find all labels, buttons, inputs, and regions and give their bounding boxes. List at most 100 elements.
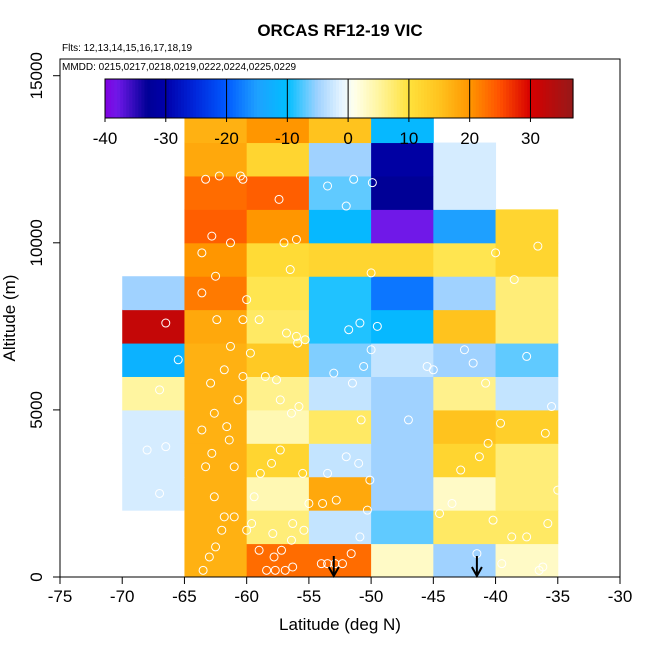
heatmap-cell xyxy=(433,142,497,177)
x-tick-label: -70 xyxy=(110,587,135,606)
colorbar-segment xyxy=(238,79,243,118)
x-tick-label: -50 xyxy=(359,587,384,606)
sample-point xyxy=(330,559,340,569)
colorbar-segment xyxy=(308,79,313,118)
heatmap-cell xyxy=(371,376,434,411)
colorbar-segment xyxy=(484,79,489,118)
heatmap-cell xyxy=(495,276,559,311)
colorbar-segment xyxy=(342,79,346,118)
colorbar-segment xyxy=(250,79,255,118)
colorbar-segment xyxy=(448,79,453,118)
heatmap-cell xyxy=(371,409,434,444)
x-tick-label: -55 xyxy=(297,587,322,606)
sample-point xyxy=(275,445,285,455)
heatmap-cell xyxy=(495,209,559,244)
colorbar-segment xyxy=(153,79,158,118)
colorbar-segment xyxy=(475,79,480,118)
heatmap-cell xyxy=(246,309,310,344)
colorbar-segment xyxy=(253,79,258,118)
sample-point xyxy=(219,365,229,375)
heatmap-cell xyxy=(184,376,248,411)
colorbar-segment xyxy=(536,79,541,118)
colorbar-segment xyxy=(235,79,240,118)
colorbar-segment xyxy=(463,79,468,118)
colorbar-segment xyxy=(512,79,516,118)
heatmap-cell xyxy=(122,409,185,444)
heatmap-cell xyxy=(184,409,248,444)
sample-point xyxy=(155,385,165,395)
heatmap-cell xyxy=(122,343,185,377)
sample-point xyxy=(300,335,310,345)
sample-point xyxy=(533,241,543,251)
colorbar-segment xyxy=(427,79,431,118)
heatmap-cell xyxy=(433,376,497,411)
heatmap-cell xyxy=(495,543,559,578)
sample-point xyxy=(173,355,183,365)
sample-point xyxy=(474,452,484,462)
sample-point xyxy=(148,522,158,532)
x-tick-label: -45 xyxy=(421,587,446,606)
heatmap-cell xyxy=(246,175,310,210)
heatmap-cells xyxy=(122,109,559,578)
sample-point xyxy=(316,559,326,569)
sample-point xyxy=(354,458,364,468)
x-axis: -75 -70 -65 -60 -55 -50 -45 -40 -35 -30 xyxy=(48,577,632,606)
sample-point xyxy=(224,435,234,445)
heatmap-cell xyxy=(122,276,185,311)
colorbar-segment xyxy=(402,79,407,118)
sample-point xyxy=(540,428,550,438)
sample-point xyxy=(288,519,298,529)
colorbar-segment xyxy=(439,79,443,118)
colorbar-segment xyxy=(329,79,334,118)
colorbar-segment xyxy=(430,79,434,118)
sample-point xyxy=(155,488,165,498)
sample-point xyxy=(294,402,304,412)
colorbar-segment xyxy=(411,79,416,118)
heatmap-cell xyxy=(371,443,434,478)
heatmap-cell xyxy=(495,409,559,444)
sample-point xyxy=(329,368,339,378)
sample-point xyxy=(355,318,365,328)
heatmap-cell xyxy=(495,476,559,511)
colorbar-segment xyxy=(305,79,310,118)
colorbar: -40 -30 -20 -10 0 10 20 30 xyxy=(93,78,574,148)
colorbar-segment xyxy=(241,79,246,118)
sample-point xyxy=(136,542,146,552)
sample-point xyxy=(219,512,229,522)
colorbar-segment xyxy=(314,79,319,118)
colorbar-segment xyxy=(506,79,510,118)
colorbar-segment xyxy=(360,79,364,118)
colorbar-segment xyxy=(202,79,206,118)
sample-point xyxy=(211,542,221,552)
colorbar-segment xyxy=(500,79,504,118)
sample-point xyxy=(538,562,548,572)
dates-note: MMDD: 0215,0217,0218,0219,0222,0224,0225… xyxy=(62,62,297,73)
sample-point xyxy=(225,341,235,351)
sample-point xyxy=(197,248,207,258)
colorbar-segment xyxy=(272,79,276,118)
colorbar-segment xyxy=(141,79,146,118)
colorbar-segment xyxy=(263,79,267,118)
sample-point xyxy=(365,475,375,485)
colorbar-segment xyxy=(399,79,404,118)
heatmap-cell xyxy=(246,510,310,545)
colorbar-segment xyxy=(214,79,219,118)
sample-point xyxy=(225,238,235,248)
x-tick-label: -35 xyxy=(545,587,570,606)
sample-points xyxy=(130,171,563,575)
colorbar-segment xyxy=(317,79,322,118)
colorbar-segment xyxy=(266,79,270,118)
colorbar-segment xyxy=(323,79,328,118)
sample-point xyxy=(481,378,491,388)
heatmap-cell xyxy=(246,276,310,311)
colorbar-segment xyxy=(226,79,231,118)
colorbar-segment xyxy=(487,79,492,118)
colorbar-tick-label: 30 xyxy=(521,129,540,148)
x-tick-label: -65 xyxy=(172,587,197,606)
colorbar-segment xyxy=(375,79,380,118)
sample-point xyxy=(247,519,257,529)
y-tick-label: 0 xyxy=(27,572,46,581)
colorbar-segment xyxy=(174,79,179,118)
colorbar-segment xyxy=(563,79,568,118)
sample-point xyxy=(207,448,217,458)
